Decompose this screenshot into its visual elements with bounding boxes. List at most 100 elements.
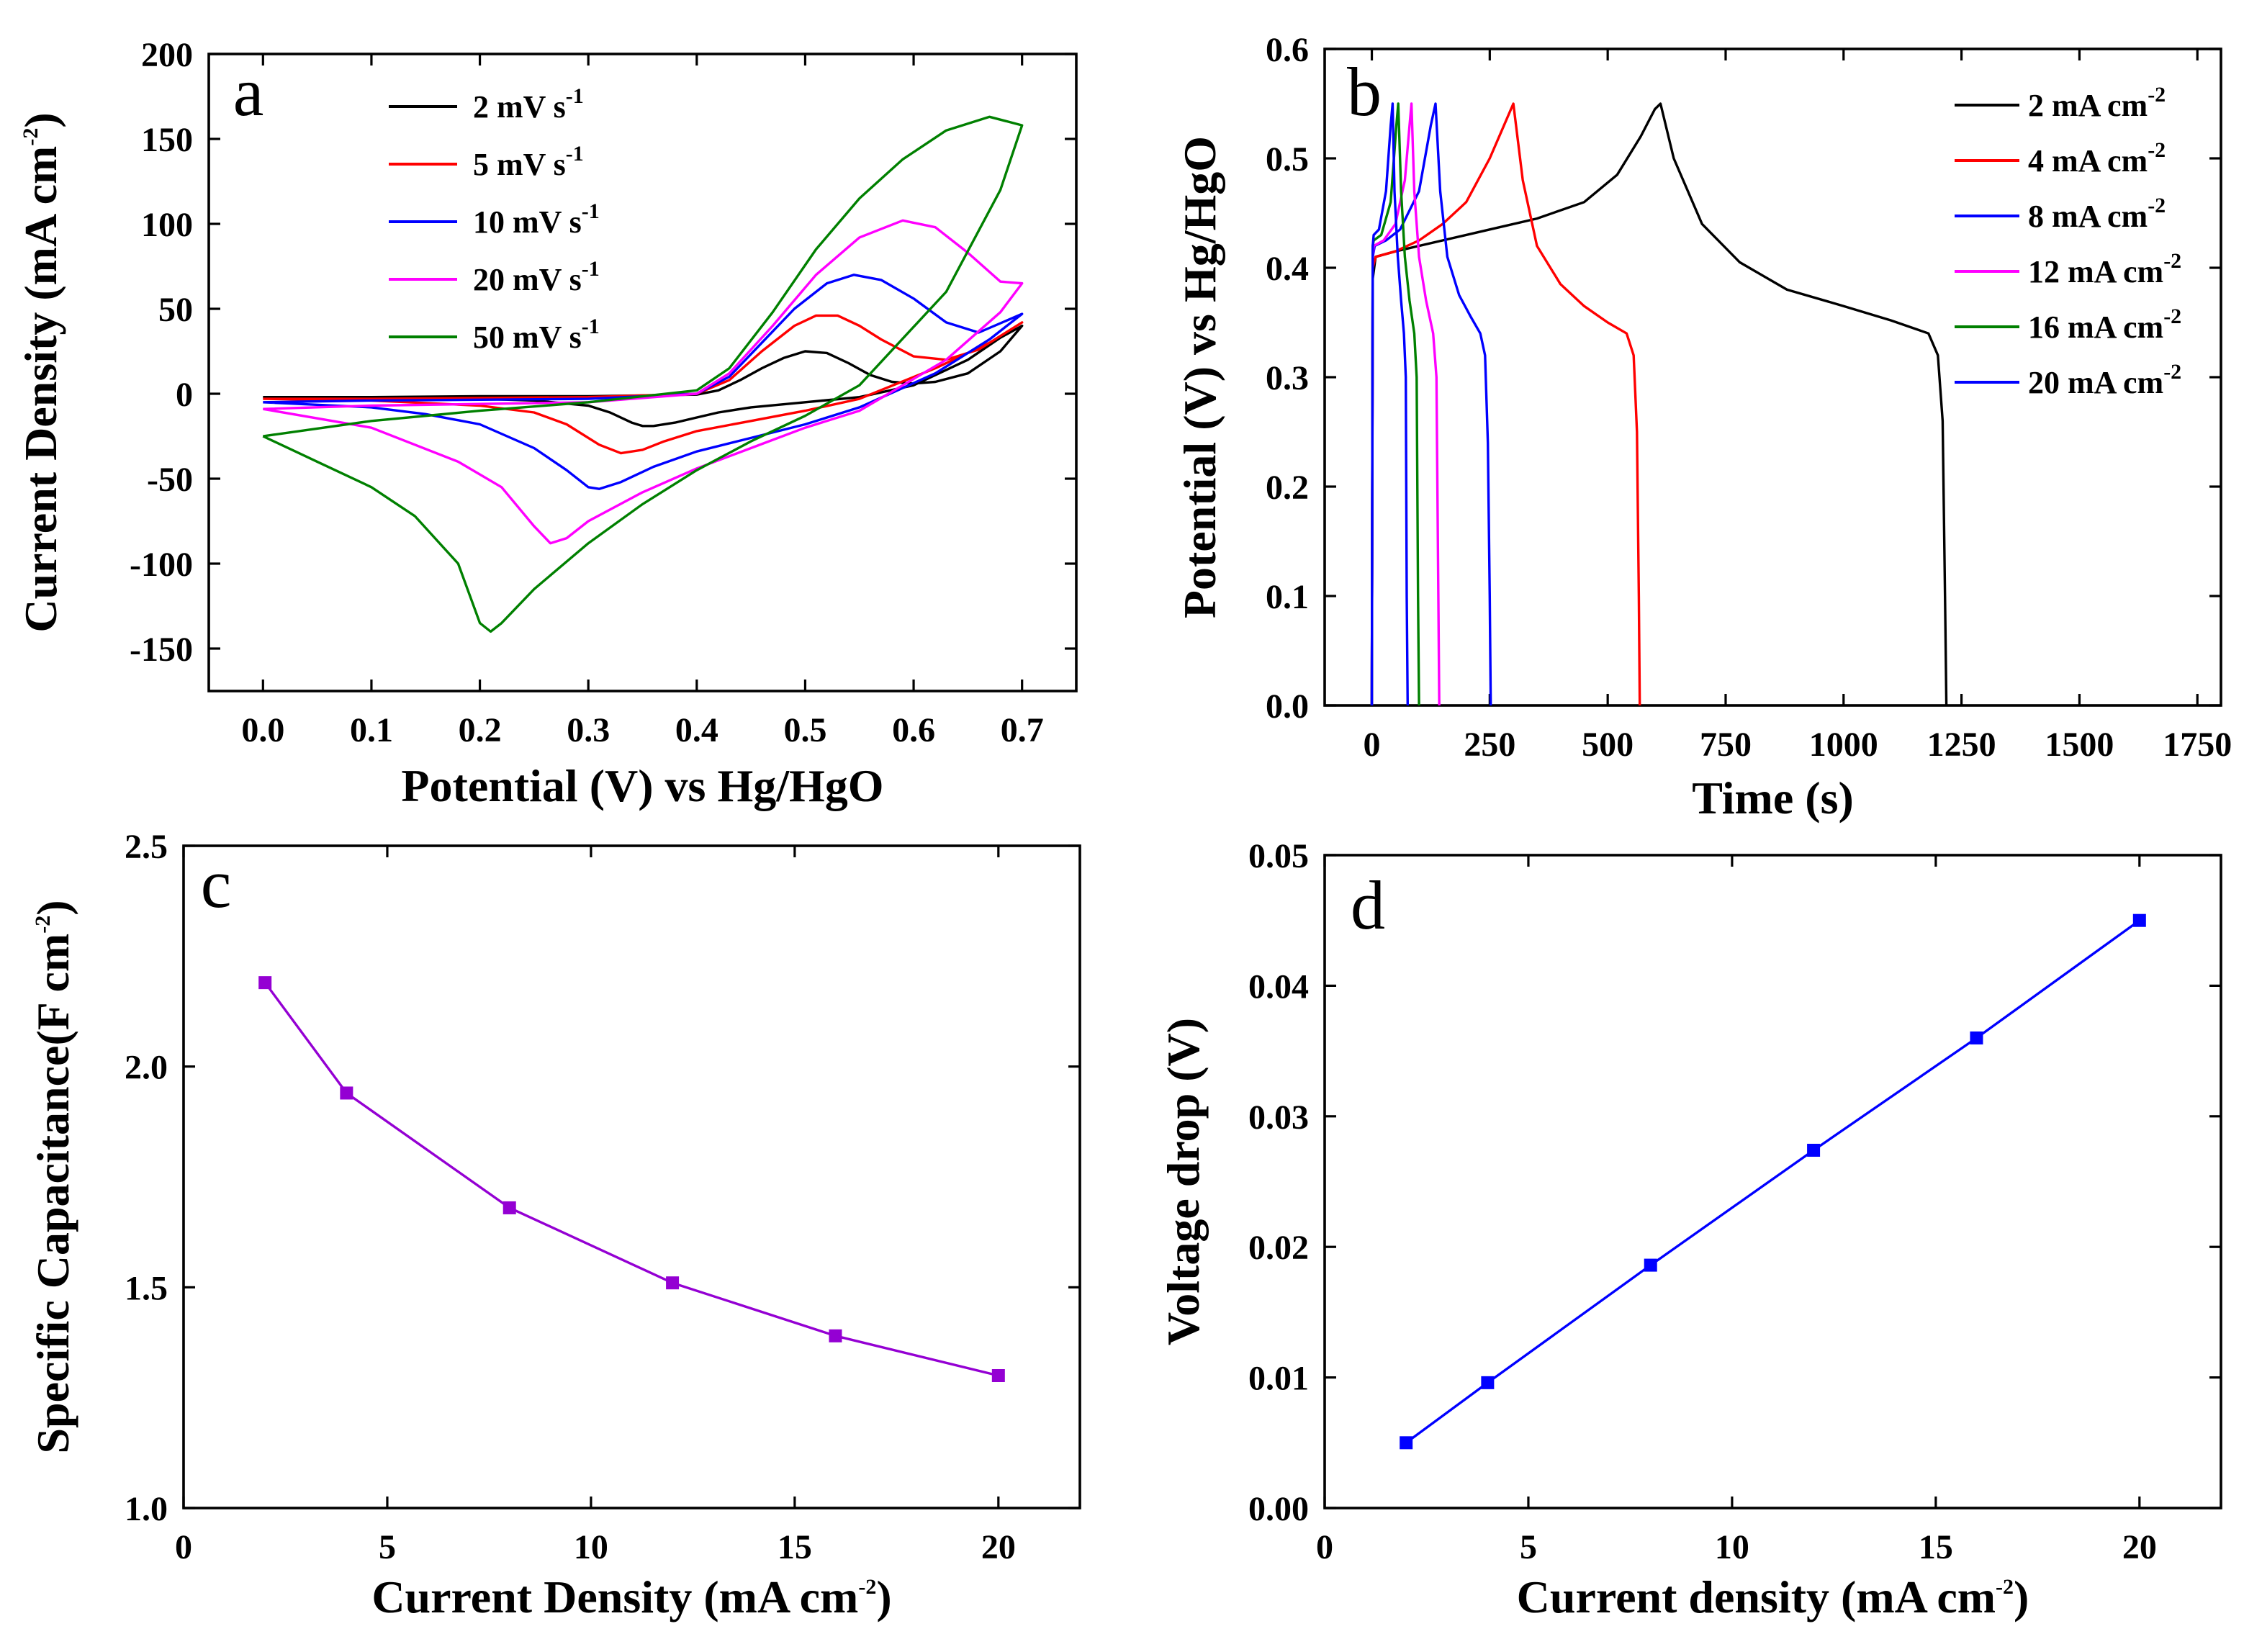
legend-label: 20 mV s-1 [473, 257, 600, 297]
x-axis-label-sup: -2 [858, 1575, 876, 1599]
y-tick-label: 150 [141, 121, 193, 159]
y-tick-label: 0.1 [1266, 578, 1309, 616]
x-tick-label: 0 [1364, 726, 1381, 764]
series-line-5 [1370, 102, 1420, 705]
y-axis-label-close: ) [27, 900, 78, 915]
panel-a: 0.0 0.1 0.2 0.3 0.4 0.5 0.6 0.7 200 150 100 50 0 -50 -… [15, 36, 1078, 811]
x-tick-label: 20 [981, 1528, 1016, 1566]
x-axis-label-main: Potential (V) vs Hg/HgO [401, 760, 883, 811]
x-tick-label: 10 [1715, 1528, 1749, 1566]
data-point [666, 1276, 680, 1290]
y-tick-label: 0.03 [1248, 1098, 1309, 1137]
legend-label-sup: -1 [582, 315, 600, 338]
x-tick-label: 0 [175, 1528, 192, 1566]
y-tick-label: 0.3 [1266, 359, 1309, 397]
panel-c: 0 5 10 15 20 1.0 1.5 2.0 2.5 Current Density (mA … [27, 828, 1081, 1622]
data-point [829, 1329, 842, 1342]
x-tick-label: 0.0 [241, 711, 284, 749]
legend-label: 12 mA cm-2 [2028, 249, 2181, 289]
legend-label-sup: -2 [2148, 194, 2166, 217]
x-tick-label: 10 [574, 1528, 608, 1566]
data-point [1644, 1258, 1657, 1272]
x-tick-label: 15 [778, 1528, 812, 1566]
x-tick-label: 15 [1919, 1528, 1953, 1566]
series-line-4 [263, 219, 1024, 545]
series-line-1 [263, 324, 1024, 428]
x-tick-label: 500 [1582, 726, 1634, 764]
y-axis-label-main: Specific Capacitance(F cm [27, 934, 78, 1454]
legend-label-sup: -2 [2163, 304, 2181, 328]
series-line-3 [263, 274, 1024, 490]
panel-label: c [201, 845, 232, 922]
plot-frame [207, 53, 1078, 692]
y-axis-label-main: Voltage drop (V) [1158, 1018, 1209, 1345]
y-tick-label: 0 [176, 376, 193, 414]
y-axis-label: Voltage drop (V) [1158, 1018, 1209, 1345]
data-point [991, 1369, 1005, 1382]
x-tick-label: 1750 [2163, 726, 2232, 764]
legend-label-sup: -2 [2148, 83, 2166, 107]
x-tick-label: 20 [2122, 1528, 2157, 1566]
legend-label-main: 8 mA cm [2028, 199, 2148, 234]
y-tick-label: 0.2 [1266, 469, 1309, 507]
x-tick-label: 0.1 [350, 711, 393, 749]
y-tick-label: 0.6 [1266, 31, 1309, 69]
legend-label-main: 5 mV s [473, 147, 566, 182]
x-tick-label: 0.6 [892, 711, 935, 749]
legend-label-sup: -1 [582, 199, 600, 223]
legend-label: 4 mA cm-2 [2028, 138, 2166, 179]
y-tick-label: 0.0 [1266, 687, 1309, 726]
y-axis-label-sup: -2 [19, 128, 42, 146]
legend-label: 8 mA cm-2 [2028, 194, 2166, 234]
y-tick-label: -150 [130, 631, 193, 669]
data-point [1970, 1031, 1983, 1044]
y-tick-label: -50 [147, 461, 193, 499]
data-point [1481, 1376, 1495, 1389]
panel-d: 0 5 10 15 20 0.00 0.01 0.02 0.03 0.04 0.05 Current … [1158, 837, 2222, 1622]
plot-frame [1323, 854, 2222, 1509]
x-tick-label: 0.4 [675, 711, 718, 749]
legend-label-main: 20 mV s [473, 262, 582, 297]
series-line-4 [1370, 102, 1441, 705]
legend-label: 20 mA cm-2 [2028, 360, 2181, 400]
legend-label: 5 mV s-1 [473, 142, 584, 182]
x-tick-label: 5 [1520, 1528, 1537, 1566]
x-tick-label: 0 [1316, 1528, 1333, 1566]
legend-label-main: 50 mV s [473, 320, 582, 355]
panel-label: a [233, 53, 264, 130]
legend-label-main: 4 mA cm [2028, 143, 2148, 179]
data-point [1807, 1143, 1821, 1157]
y-axis-label: Current Density (mA cm-2) [15, 112, 66, 632]
x-axis-label-close: ) [2014, 1571, 2029, 1622]
x-tick-label: 0.3 [567, 711, 610, 749]
y-tick-label: 2.0 [125, 1049, 168, 1087]
x-tick-label: 1500 [2045, 726, 2114, 764]
legend-label-sup: -2 [2148, 138, 2166, 162]
legend-label-sup: -1 [566, 142, 584, 166]
x-axis-label: Potential (V) vs Hg/HgO [401, 760, 883, 811]
y-axis-label: Specific Capacitance(F cm-2) [27, 900, 78, 1453]
y-tick-label: -100 [130, 546, 193, 584]
y-tick-label: 0.00 [1248, 1490, 1309, 1528]
series-line-1 [263, 982, 999, 1377]
legend-label-sup: -1 [582, 257, 600, 281]
y-tick-label: 0.5 [1266, 140, 1309, 179]
x-tick-label: 1250 [1927, 726, 1996, 764]
y-tick-label: 0.04 [1248, 967, 1309, 1006]
data-point [258, 976, 272, 990]
x-axis-label-sup: -2 [1996, 1575, 2014, 1599]
x-tick-label: 0.7 [1001, 711, 1044, 749]
series-line-3 [1370, 102, 1492, 705]
panel-label: d [1351, 867, 1385, 944]
legend-label-main: 2 mV s [473, 89, 566, 125]
legend-label-main: 20 mA cm [2028, 365, 2163, 400]
plot-frame [182, 844, 1081, 1509]
y-tick-label: 200 [141, 36, 193, 74]
x-tick-label: 1000 [1809, 726, 1878, 764]
y-tick-label: 2.5 [125, 828, 168, 866]
y-axis-label-sup: -2 [31, 916, 55, 934]
y-tick-label: 0.01 [1248, 1360, 1309, 1398]
y-tick-label: 50 [158, 291, 193, 329]
series-line-5 [262, 115, 1024, 633]
